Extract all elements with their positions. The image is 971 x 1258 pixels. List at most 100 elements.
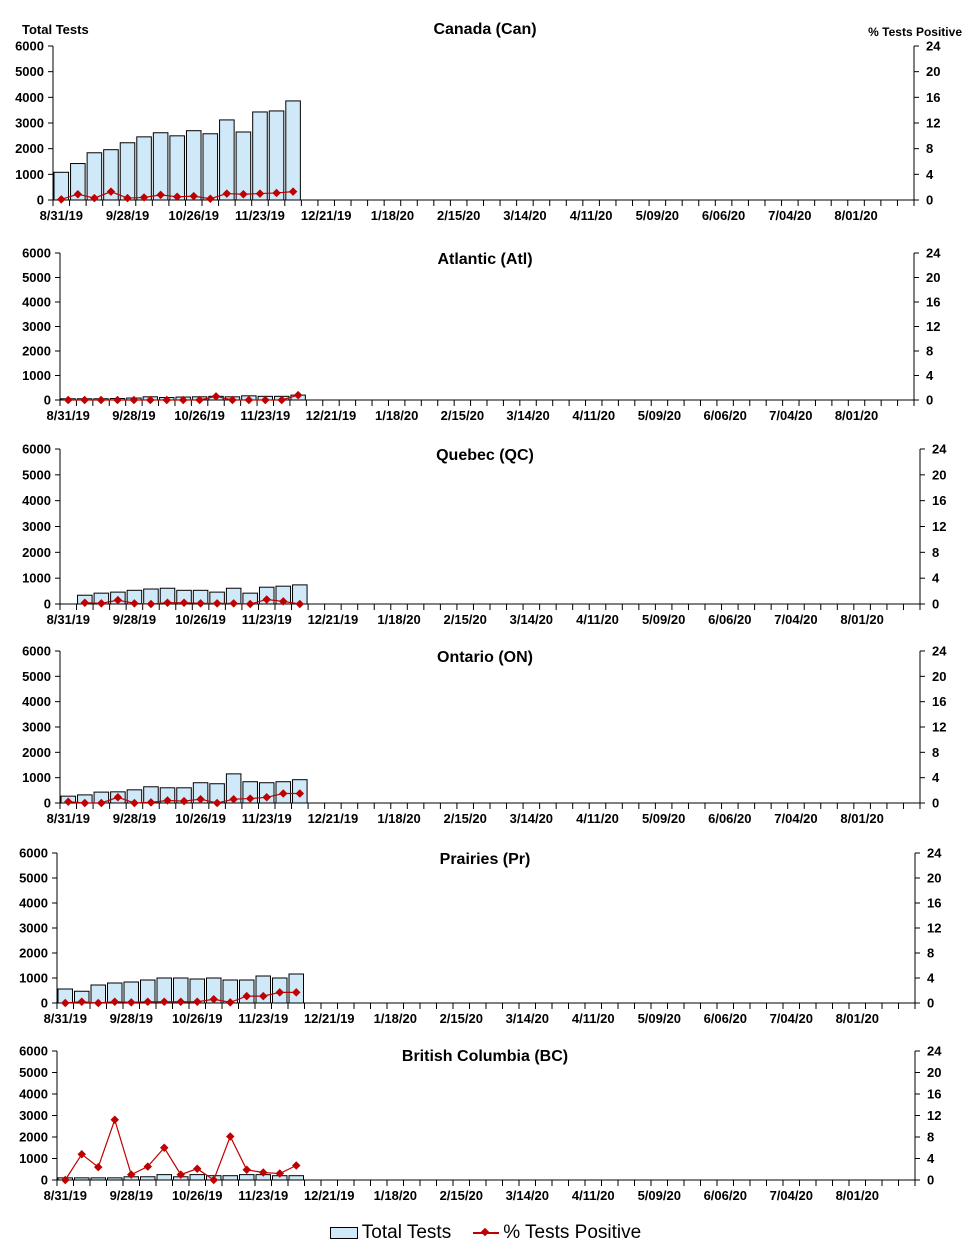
x-tick-label: 4/11/20	[572, 1188, 615, 1203]
point-pct-positive	[255, 189, 265, 198]
x-tick-label: 12/21/19	[308, 811, 359, 826]
x-tick-label: 11/23/19	[240, 408, 290, 423]
x-tick-label: 8/31/19	[44, 1011, 87, 1026]
chart-panel: Ontario (ON) 0 1000 2000 3000 4000 5000 6000 0 4 8…	[22, 644, 947, 827]
y-tick-label: 3000	[22, 319, 51, 334]
y-tick-label: 1000	[22, 571, 51, 586]
bar-swatch-icon	[329, 1227, 358, 1239]
y2-tick-label: 20	[932, 467, 946, 482]
y2-tick-label: 24	[932, 644, 947, 659]
y2-tick-label: 0	[926, 193, 933, 208]
x-tick-label: 12/21/19	[301, 208, 352, 223]
chart-title: British Columbia (BC)	[402, 1048, 568, 1065]
point-pct-positive	[211, 392, 221, 401]
x-tick-label: 5/09/20	[638, 408, 681, 423]
x-tick-label: 3/14/20	[506, 1011, 549, 1026]
point-pct-positive	[57, 195, 66, 204]
x-tick-label: 9/28/19	[113, 612, 156, 627]
chart-title: Prairies (Pr)	[440, 851, 531, 868]
x-tick-label: 7/04/20	[769, 408, 812, 423]
point-pct-positive	[279, 789, 288, 798]
y-tick-label: 5000	[19, 871, 48, 886]
x-tick-label: 10/26/19	[172, 1011, 223, 1026]
point-pct-positive	[239, 189, 248, 199]
y-tick-label: 2000	[22, 745, 51, 760]
y2-tick-label: 12	[927, 921, 941, 936]
x-tick-label: 6/06/20	[708, 612, 751, 627]
bar-total-tests	[285, 100, 301, 201]
point-pct-positive	[293, 390, 303, 400]
x-tick-label: 1/18/20	[377, 612, 420, 627]
y2-tick-label: 16	[932, 694, 946, 709]
point-pct-positive	[277, 395, 286, 405]
point-pct-positive	[262, 595, 271, 604]
x-tick-label: 11/23/19	[242, 612, 292, 627]
x-tick-label: 5/09/20	[642, 612, 685, 627]
x-tick-label: 9/28/19	[110, 1011, 153, 1026]
chart-title: Atlantic (Atl)	[437, 251, 532, 268]
y-tick-label: 2000	[19, 946, 48, 961]
legend-item-total-tests: Total Tests	[329, 1222, 451, 1244]
x-tick-label: 1/18/20	[374, 1011, 417, 1026]
y2-tick-label: 20	[927, 871, 941, 886]
y-tick-label: 6000	[19, 846, 48, 861]
y-tick-label: 3000	[15, 116, 44, 131]
x-tick-label: 11/23/19	[238, 1011, 288, 1026]
point-pct-positive	[139, 193, 149, 202]
x-tick-label: 9/28/19	[113, 811, 156, 826]
y-tick-label: 3000	[19, 1108, 48, 1123]
line-marker-icon	[473, 1227, 500, 1239]
x-tick-label: 6/06/20	[708, 811, 751, 826]
x-tick-label: 8/01/20	[840, 612, 883, 627]
y2-tick-label: 8	[926, 141, 933, 156]
x-tick-label: 2/15/20	[440, 1011, 483, 1026]
x-tick-label: 8/31/19	[40, 208, 83, 223]
point-pct-positive	[189, 191, 198, 201]
chart-panel: Prairies (Pr) 0 1000 2000 3000 4000 5000 6000 0 4…	[19, 846, 942, 1027]
point-pct-positive	[110, 1115, 119, 1125]
x-tick-label: 8/01/20	[835, 408, 878, 423]
point-pct-positive	[195, 395, 204, 405]
point-pct-positive	[279, 597, 288, 606]
point-pct-positive	[63, 395, 73, 405]
x-tick-label: 10/26/19	[168, 208, 219, 223]
x-tick-label: 6/06/20	[704, 1188, 747, 1203]
x-tick-label: 9/28/19	[106, 208, 149, 223]
y2-tick-label: 16	[926, 295, 940, 310]
y-tick-label: 1000	[22, 770, 51, 785]
y2-tick-label: 8	[932, 745, 939, 760]
point-pct-positive	[244, 395, 254, 405]
point-pct-positive	[292, 1161, 301, 1170]
y-tick-label: 3000	[19, 921, 48, 936]
point-pct-positive	[259, 1168, 268, 1177]
x-tick-label: 3/14/20	[510, 612, 553, 627]
x-tick-label: 12/21/19	[304, 1188, 355, 1203]
x-tick-label: 2/15/20	[444, 612, 487, 627]
y2-tick-label: 16	[926, 90, 940, 105]
x-tick-label: 7/04/20	[770, 1011, 813, 1026]
point-pct-positive	[275, 1169, 284, 1178]
x-tick-label: 3/14/20	[506, 408, 549, 423]
y2-tick-label: 4	[926, 368, 934, 383]
x-tick-label: 4/11/20	[572, 408, 615, 423]
bar-total-tests	[239, 1174, 255, 1181]
y2-tick-label: 4	[927, 971, 935, 986]
y2-tick-label: 24	[926, 39, 941, 54]
y-tick-label: 2000	[22, 545, 51, 560]
x-tick-label: 12/21/19	[306, 408, 357, 423]
y2-tick-label: 24	[927, 846, 942, 861]
y-tick-label: 5000	[22, 669, 51, 684]
bar-total-tests	[185, 130, 202, 201]
point-pct-positive	[288, 187, 298, 196]
point-pct-positive	[242, 1165, 251, 1175]
y-tick-label: 0	[44, 597, 51, 612]
y-tick-label: 6000	[15, 39, 44, 54]
bar-total-tests	[235, 131, 252, 201]
bar-total-tests	[156, 1174, 172, 1181]
bar-total-tests	[268, 110, 285, 201]
x-tick-label: 7/04/20	[768, 208, 811, 223]
point-pct-positive	[90, 193, 99, 203]
x-tick-label: 10/26/19	[175, 612, 226, 627]
point-pct-positive	[178, 395, 188, 405]
y2-tick-label: 0	[927, 996, 934, 1011]
